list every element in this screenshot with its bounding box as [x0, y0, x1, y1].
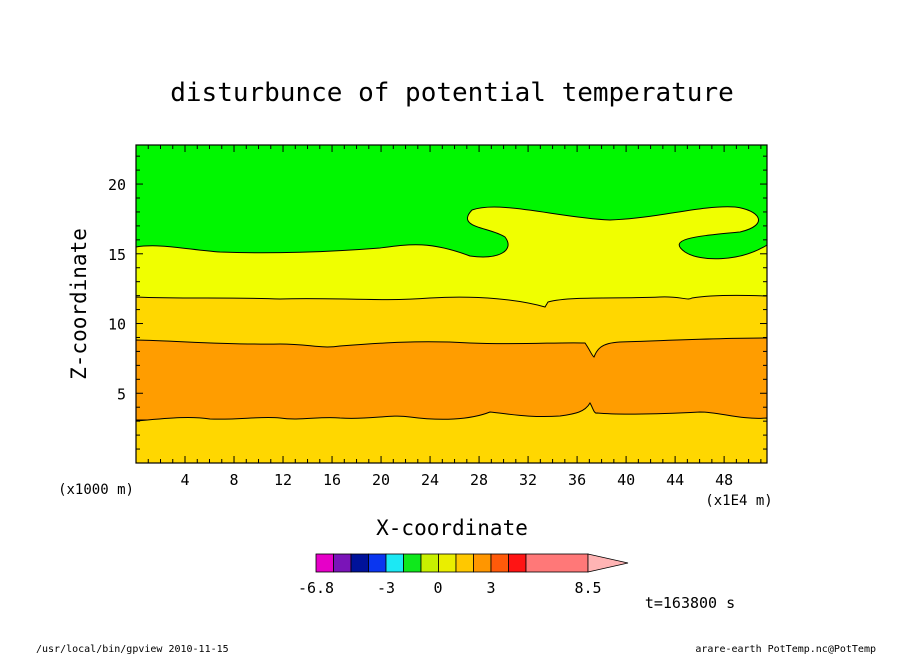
y-axis-label: Z-coordinate: [67, 228, 91, 380]
time-label: t=163800 s: [645, 594, 735, 612]
x-tick-label: 16: [323, 471, 341, 489]
y-tick-label: 20: [108, 176, 126, 194]
x-tick-label: 28: [470, 471, 488, 489]
x-unit-right: (x1E4 m): [705, 493, 772, 509]
colorbar-cell: [315, 553, 334, 573]
x-tick-label: 12: [274, 471, 292, 489]
colorbar-cell: [420, 553, 439, 573]
band-orange: [136, 337, 767, 421]
colorbar-cell: [490, 553, 509, 573]
colorbar-label: 3: [486, 579, 495, 597]
colorbar-labels: -6.8 -3 0 3 8.5: [298, 579, 602, 597]
colorbar: [315, 553, 629, 573]
colorbar-cell: [508, 553, 527, 573]
x-tick-label: 32: [519, 471, 537, 489]
footer-left: /usr/local/bin/gpview 2010-11-15: [36, 644, 229, 654]
plot-frame: [135, 144, 768, 464]
footer-right: arare-earth_PotTemp.nc@PotTemp: [695, 644, 876, 654]
colorbar-arrow: [587, 553, 629, 573]
x-tick-label: 40: [617, 471, 635, 489]
x-tick-label: 8: [230, 471, 239, 489]
colorbar-label: -3: [377, 579, 395, 597]
x-axis-label: X-coordinate: [376, 516, 528, 540]
band-bottom-gold: [136, 402, 767, 463]
y-tick-label: 10: [108, 316, 126, 334]
chart-title: disturbunce of potential temperature: [170, 78, 734, 108]
y-tick-labels: 5 10 15 20: [108, 176, 126, 403]
x-tick-label: 24: [421, 471, 439, 489]
colorbar-label: 8.5: [574, 579, 601, 597]
colorbar-cell: [455, 553, 474, 573]
axis-ticks: [135, 145, 767, 464]
x-tick-label: 20: [372, 471, 390, 489]
colorbar-cell: [333, 553, 352, 573]
colorbar-cell: [525, 553, 589, 573]
x-tick-label: 36: [568, 471, 586, 489]
colorbar-cell: [438, 553, 457, 573]
colorbar-label: -6.8: [298, 579, 334, 597]
y-tick-label: 15: [108, 246, 126, 264]
x-unit-left: (x1000 m): [58, 482, 134, 498]
x-tick-label: 44: [666, 471, 684, 489]
colorbar-cell: [385, 553, 404, 573]
plot-area: [136, 145, 767, 463]
colorbar-cell: [473, 553, 492, 573]
x-tick-labels: 4 8 12 16 20 24 28 32 36 40 44 48: [180, 471, 733, 489]
x-tick-label: 4: [180, 471, 189, 489]
colorbar-cell: [368, 553, 387, 573]
colorbar-cell: [403, 553, 422, 573]
colorbar-label: 0: [433, 579, 442, 597]
colorbar-cell: [350, 553, 369, 573]
x-tick-label: 48: [715, 471, 733, 489]
y-tick-label: 5: [117, 385, 126, 403]
